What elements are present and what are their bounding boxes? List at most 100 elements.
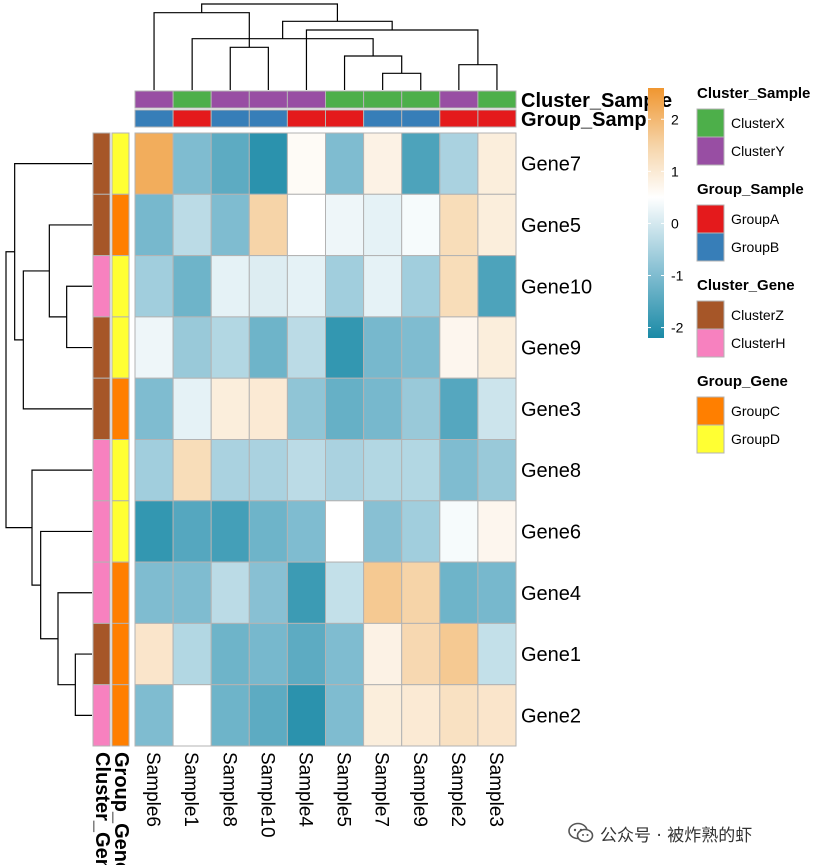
dendrogram-branch [74, 653, 92, 716]
heatmap-cell [134, 377, 174, 441]
heatmap-cell [363, 500, 403, 563]
heatmap-cell [439, 255, 479, 318]
column-annotation-cell [363, 109, 403, 128]
wechat-icon [568, 822, 594, 843]
row-label: Gene3 [521, 399, 581, 421]
heatmap-cell [439, 500, 479, 563]
heatmap-cell [401, 500, 441, 563]
heatmap-cell [172, 622, 212, 686]
column-label: Sample4 [294, 752, 315, 827]
row-annotation-label: Group_Gene [110, 752, 132, 865]
heatmap-cell [210, 500, 250, 563]
row-annotation-cell [111, 316, 130, 379]
row-annotation-cell [111, 622, 130, 686]
heatmap-cell [286, 193, 326, 257]
row-label: Gene8 [521, 460, 581, 482]
heatmap-cell [134, 316, 174, 379]
row-label: Gene2 [521, 705, 581, 727]
annotation-legends: Cluster_Sample ClusterX ClusterY Group_Samp… [696, 85, 810, 454]
heatmap-cell [363, 377, 403, 441]
column-annotation-cell [286, 90, 326, 109]
row-annotation-cell [92, 622, 111, 686]
heatmap-cell [134, 439, 174, 502]
column-annotation-cell [439, 90, 479, 109]
row-annotation-cell [111, 255, 130, 318]
legend-swatch [696, 300, 725, 330]
dendrogram-branch [14, 163, 92, 341]
watermark-text: 公众号 · 被炸熟的虾 [600, 825, 753, 846]
heatmap-cell [401, 132, 441, 195]
heatmap-cell [325, 377, 365, 441]
column-annotation-cell [325, 109, 365, 128]
heatmap-cell [477, 439, 517, 502]
heatmap-cell [172, 193, 212, 257]
dendrogram-branch [382, 72, 422, 90]
heatmap-cell [439, 561, 479, 624]
column-annotation-cell [401, 109, 441, 128]
row-annotation-cell [111, 500, 130, 563]
column-annotation-cell [401, 90, 441, 109]
column-annotation-cell [286, 109, 326, 128]
row-annotation-cell [92, 439, 111, 502]
heatmap-cell [325, 500, 365, 563]
legend-swatch [696, 328, 725, 358]
heatmap-cell [286, 561, 326, 624]
legend-swatch [696, 232, 725, 262]
heatmap-cell [172, 500, 212, 563]
heatmap-cell [248, 316, 288, 379]
column-annotation-cell [210, 90, 250, 109]
legend-swatch [696, 424, 725, 454]
legend-swatch [696, 204, 725, 234]
color-bar-tick: -2 [671, 320, 684, 336]
legend-swatch [696, 396, 725, 426]
row-annotation-cell [92, 377, 111, 441]
dendrogram-branch [229, 46, 269, 90]
heatmap-cell [439, 684, 479, 747]
heatmap-cell [134, 561, 174, 624]
column-annotation-cell [248, 90, 288, 109]
heatmap-cell [363, 193, 403, 257]
heatmap-cell [439, 193, 479, 257]
heatmap-cell [477, 561, 517, 624]
heatmap-cell [286, 377, 326, 441]
row-label: Gene7 [521, 154, 581, 176]
dendrogram-branch [48, 224, 92, 318]
heatmap-cell [477, 500, 517, 563]
heatmap-cell [401, 377, 441, 441]
dendrogram-branch [458, 64, 498, 90]
column-label: Sample1 [180, 752, 201, 827]
row-annotation-cell [92, 132, 111, 195]
row-annotation-cell [92, 255, 111, 318]
column-annotation-cell [439, 109, 479, 128]
dendrogram-branch [22, 270, 92, 410]
legend-title: Cluster_Sample [697, 85, 810, 102]
row-annotation-cell [111, 561, 130, 624]
heatmap-cell [363, 561, 403, 624]
heatmap-cell [439, 622, 479, 686]
heatmap-cell [172, 132, 212, 195]
heatmap-cell [210, 193, 250, 257]
column-label: Sample10 [256, 752, 277, 838]
heatmap-cell [248, 439, 288, 502]
legend-item: ClusterY [731, 143, 785, 159]
heatmap-cell [325, 622, 365, 686]
legend-item: ClusterH [731, 335, 785, 351]
column-annotation-cell [172, 109, 212, 128]
heatmap-cell [363, 316, 403, 379]
heatmap-cell [325, 439, 365, 502]
column-annotation-label: Group_Sample [521, 109, 663, 131]
row-annotation-cell [92, 316, 111, 379]
heatmap-cell [286, 316, 326, 379]
heatmap-cell [286, 132, 326, 195]
heatmap-cell [134, 193, 174, 257]
heatmap-cell [477, 377, 517, 441]
legend-title: Group_Sample [697, 181, 804, 198]
row-annotation-cell [92, 561, 111, 624]
heatmap-cell [401, 684, 441, 747]
heatmap-cell [248, 377, 288, 441]
heatmap-cell [401, 255, 441, 318]
column-label: Sample3 [485, 752, 506, 827]
heatmap-cell [439, 316, 479, 379]
